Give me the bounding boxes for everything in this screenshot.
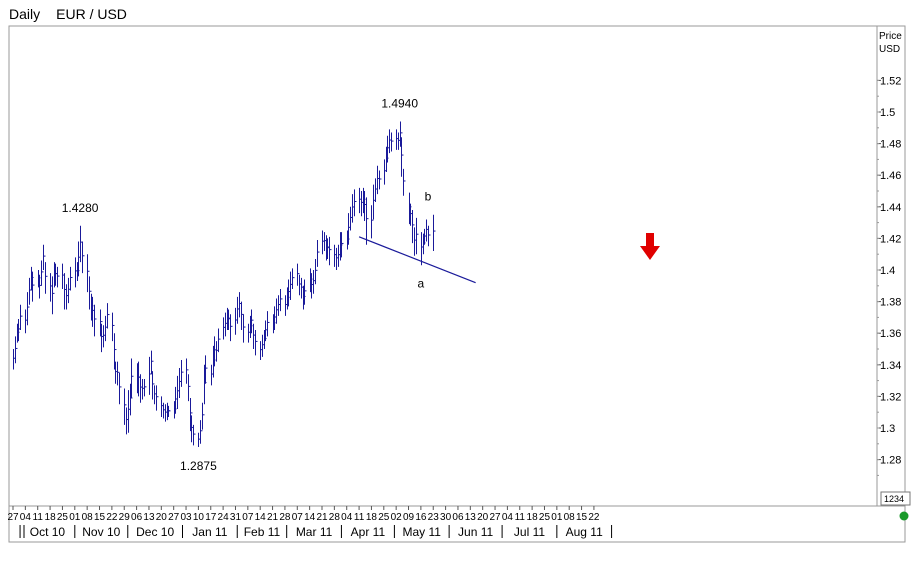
chart-title: Daily EUR / USD — [9, 6, 127, 22]
x-tick-label: 02 — [391, 512, 403, 523]
x-tick-label: 27 — [7, 512, 19, 523]
y-tick-label: 1.36 — [880, 328, 901, 340]
y-tick-label: 1.42 — [880, 233, 901, 245]
down-arrow-icon — [640, 233, 660, 260]
x-tick-label: 06 — [452, 512, 464, 523]
month-label: Aug 11 — [566, 525, 603, 539]
y-tick-label: 1.48 — [880, 139, 901, 151]
price-axis-frame — [876, 25, 906, 507]
month-label: Apr 11 — [351, 525, 386, 539]
x-tick-label: 30 — [440, 512, 452, 523]
price-annotation: 1.4940 — [381, 96, 418, 110]
x-tick-label: 09 — [403, 512, 415, 523]
y-tick-label: 1.3 — [880, 423, 895, 435]
month-label: Feb 11 — [244, 525, 281, 539]
x-tick-label: 07 — [242, 512, 254, 523]
x-tick-label: 23 — [428, 512, 440, 523]
x-tick-label: 16 — [415, 512, 427, 523]
y-axis-title: USD — [879, 44, 900, 55]
time-axis-frame — [8, 505, 906, 543]
x-tick-label: 11 — [354, 512, 365, 523]
plot-area — [8, 25, 878, 507]
x-tick-label: 27 — [489, 512, 501, 523]
x-tick-label: 15 — [94, 512, 106, 523]
support-trendline — [358, 236, 476, 284]
x-tick-label: 08 — [564, 512, 576, 523]
y-tick-label: 1.38 — [880, 297, 901, 309]
x-tick-label: 22 — [588, 512, 600, 523]
x-tick-label: 21 — [316, 512, 328, 523]
month-label: Mar 11 — [296, 525, 333, 539]
x-tick-label: 22 — [106, 512, 118, 523]
month-label: Jul 11 — [514, 525, 545, 539]
y-tick-label: 1.34 — [880, 360, 901, 372]
x-tick-label: 18 — [45, 512, 57, 523]
x-tick-label: 18 — [366, 512, 378, 523]
month-label: Oct 10 — [30, 525, 66, 539]
y-tick-label: 1.46 — [880, 170, 901, 182]
month-label: Dec 10 — [136, 525, 174, 539]
symbol-label: EUR / USD — [56, 6, 127, 22]
indicator-box-label: 1234 — [884, 494, 904, 504]
x-tick-label: 28 — [279, 512, 291, 523]
x-tick-label: 06 — [131, 512, 143, 523]
period-label: Daily — [9, 6, 41, 22]
month-label: May 11 — [403, 525, 442, 539]
x-tick-label: 25 — [539, 512, 551, 523]
x-tick-label: 21 — [267, 512, 279, 523]
x-tick-label: 20 — [156, 512, 168, 523]
x-tick-label: 01 — [551, 512, 563, 523]
x-tick-label: 25 — [57, 512, 69, 523]
x-tick-label: 14 — [304, 512, 316, 523]
month-label: Jan 11 — [192, 525, 227, 539]
y-tick-label: 1.52 — [880, 75, 901, 87]
x-tick-label: 03 — [180, 512, 192, 523]
y-tick-label: 1.32 — [880, 391, 901, 403]
x-tick-label: 28 — [329, 512, 341, 523]
y-tick-label: 1.44 — [880, 202, 901, 214]
x-tick-label: 29 — [119, 512, 131, 523]
y-tick-label: 1.4 — [880, 265, 895, 277]
x-tick-label: 13 — [143, 512, 155, 523]
x-tick-label: 10 — [193, 512, 205, 523]
x-tick-label: 08 — [82, 512, 94, 523]
price-annotation: 1.4280 — [62, 201, 99, 215]
x-tick-label: 25 — [378, 512, 390, 523]
x-tick-label: 14 — [255, 512, 267, 523]
x-tick-label: 07 — [292, 512, 304, 523]
indicator-box — [880, 491, 911, 506]
month-label: Nov 10 — [82, 525, 120, 539]
x-tick-label: 01 — [69, 512, 81, 523]
price-annotation: a — [418, 276, 425, 290]
x-tick-label: 18 — [527, 512, 539, 523]
price-annotation: b — [425, 190, 432, 204]
x-tick-label: 04 — [20, 512, 32, 523]
y-tick-label: 1.5 — [880, 107, 895, 119]
y-tick-label: 1.28 — [880, 455, 901, 467]
month-label: Jun 11 — [458, 525, 493, 539]
x-tick-label: 31 — [230, 512, 242, 523]
x-tick-label: 11 — [515, 512, 526, 523]
x-tick-label: 20 — [477, 512, 489, 523]
y-axis-title: Price — [879, 31, 902, 42]
x-tick-label: 15 — [576, 512, 588, 523]
status-dot — [899, 511, 909, 521]
x-tick-label: 27 — [168, 512, 180, 523]
x-tick-label: 04 — [502, 512, 514, 523]
x-tick-label: 11 — [33, 512, 44, 523]
x-tick-label: 24 — [218, 512, 230, 523]
x-tick-label: 13 — [465, 512, 477, 523]
x-tick-label: 04 — [341, 512, 353, 523]
price-annotation: 1.2875 — [180, 459, 217, 473]
x-tick-label: 17 — [205, 512, 217, 523]
